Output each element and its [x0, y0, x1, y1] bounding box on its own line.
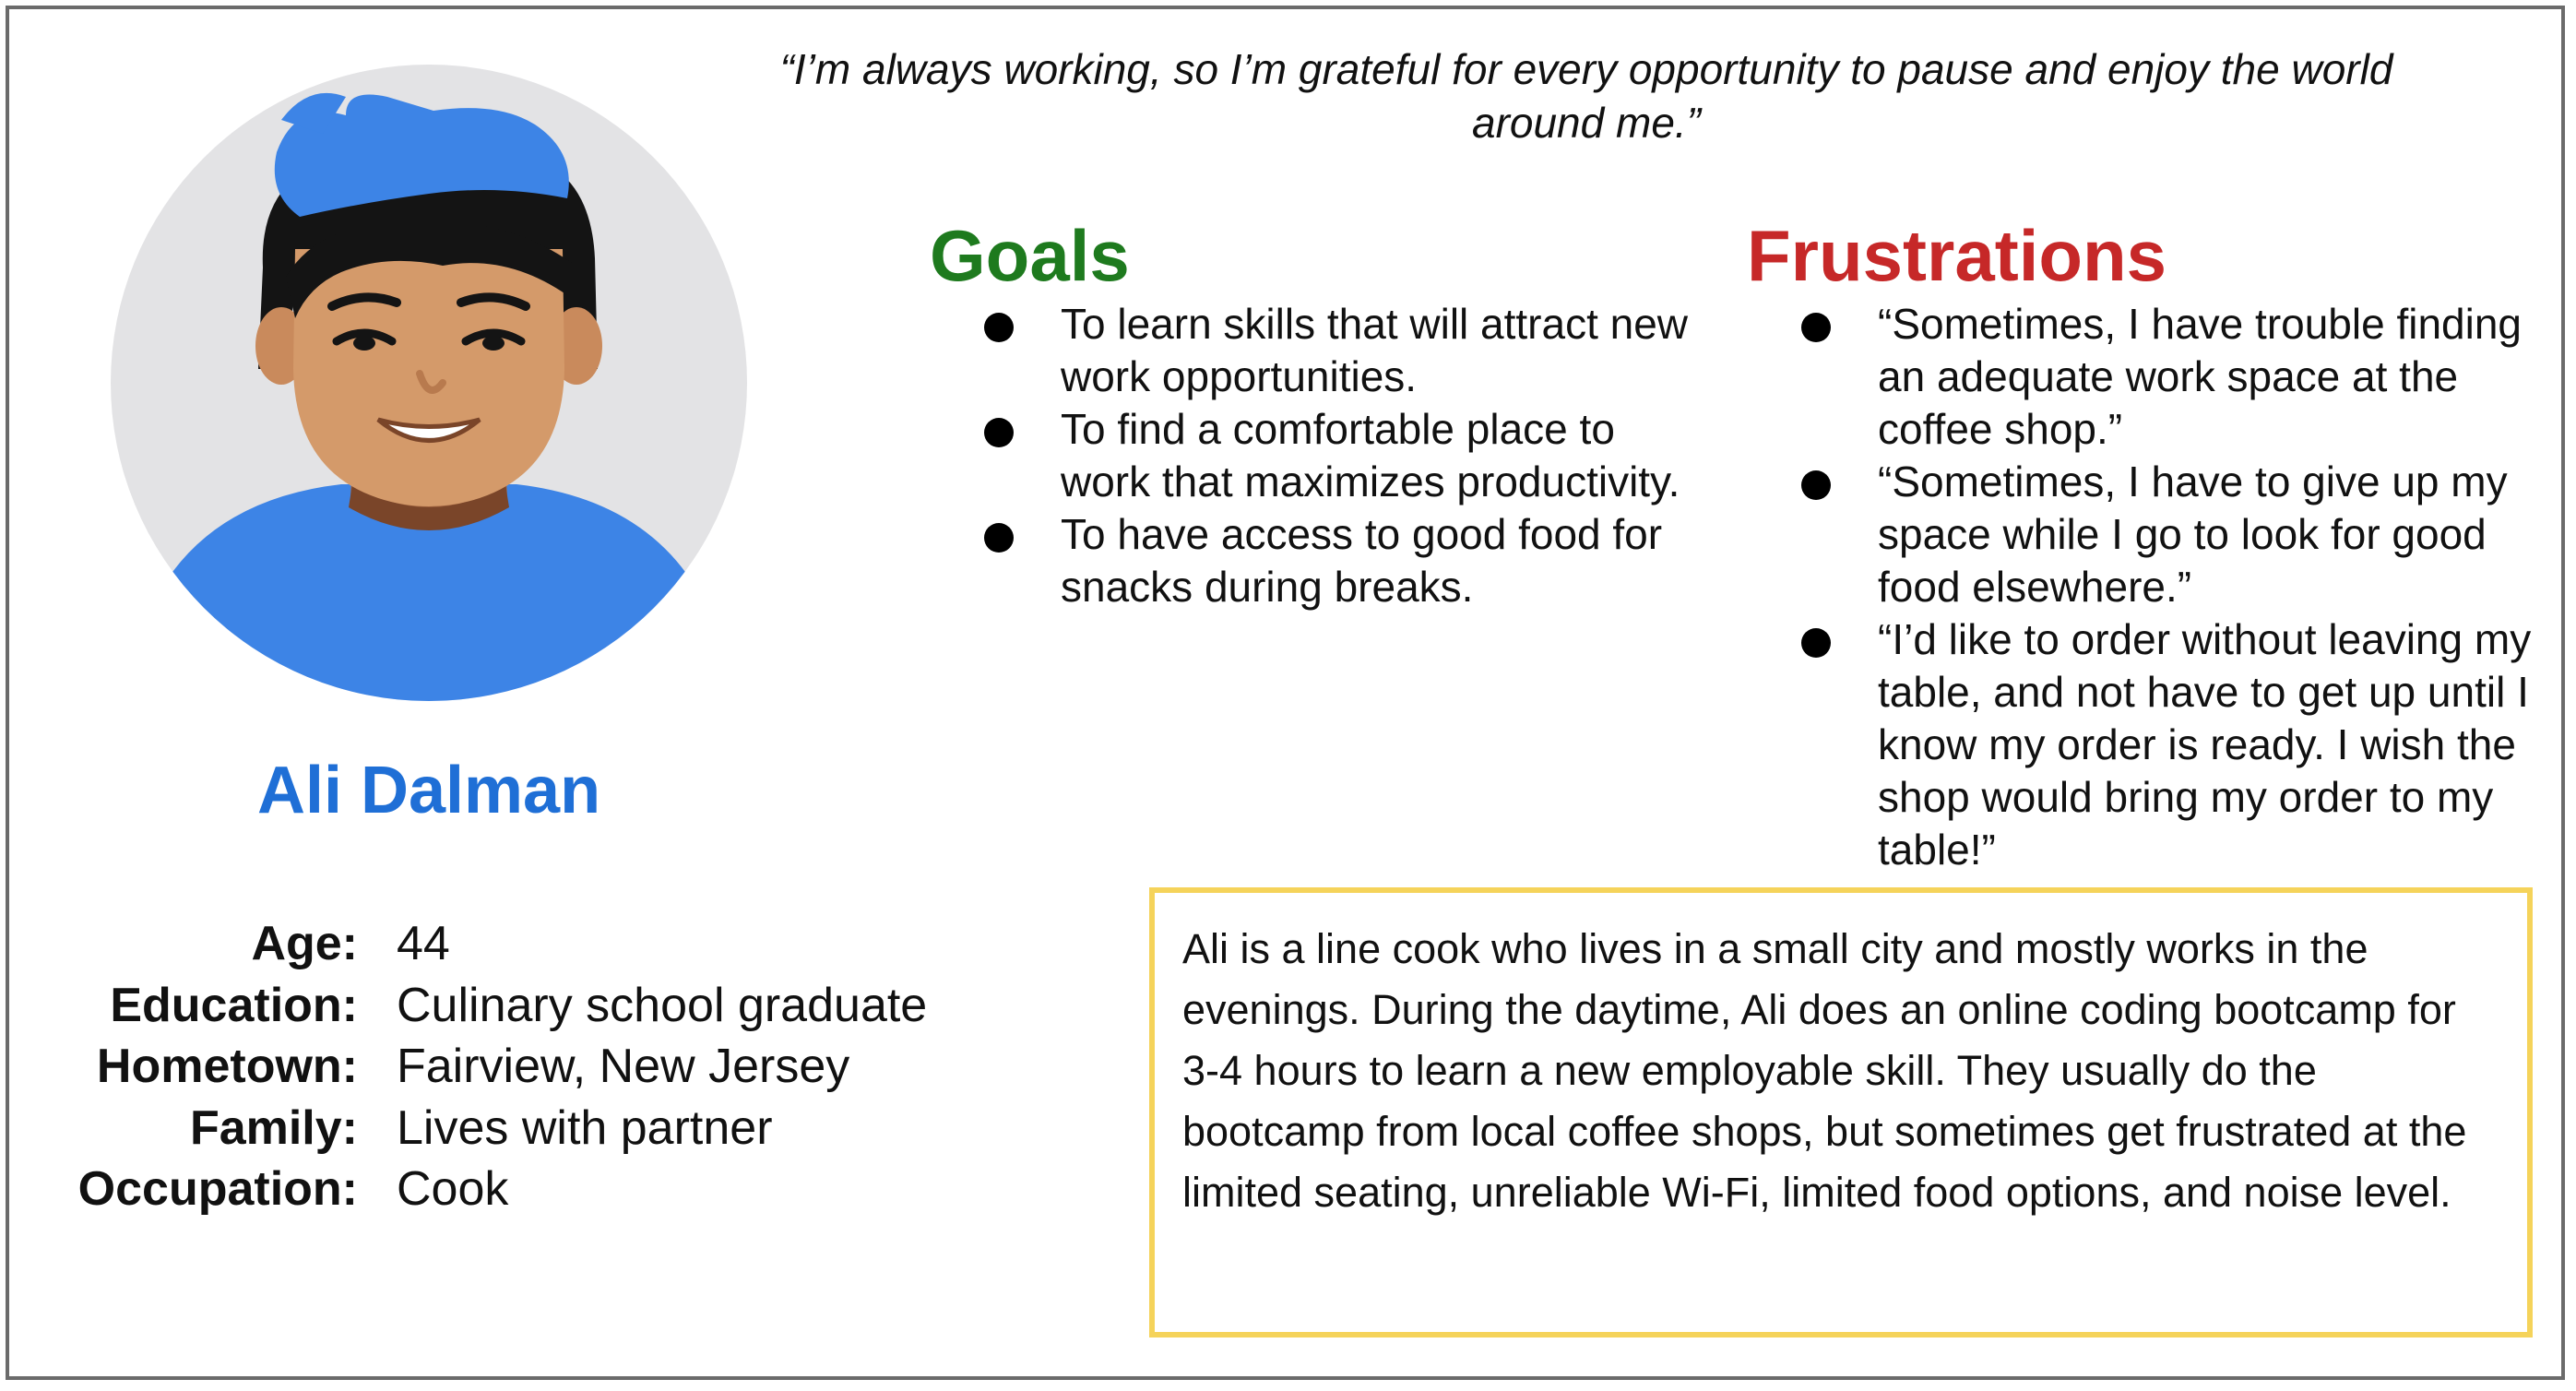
detail-value: 44 [397, 917, 450, 971]
avatar [111, 65, 747, 701]
detail-row-occupation: Occupation: Cook [46, 1159, 1107, 1220]
detail-label: Education: [110, 978, 358, 1032]
detail-row-family: Family: Lives with partner [46, 1098, 1107, 1159]
detail-value: Culinary school graduate [397, 978, 928, 1032]
frustration-item: “Sometimes, I have to give up my space w… [1792, 456, 2548, 613]
detail-label: Occupation: [77, 1162, 358, 1217]
bio-box: Ali is a line cook who lives in a small … [1149, 887, 2533, 1338]
detail-row-education: Education: Culinary school graduate [46, 975, 1107, 1037]
detail-row-age: Age: 44 [46, 913, 1107, 975]
frustration-item: “I’d like to order without leaving my ta… [1792, 613, 2548, 876]
detail-label: Hometown: [96, 1040, 358, 1094]
detail-value: Fairview, New Jersey [397, 1040, 850, 1094]
goal-item: To find a comfortable place to work that… [975, 403, 1694, 508]
detail-value: Cook [397, 1162, 509, 1217]
frustrations-list: “Sometimes, I have trouble finding an ad… [1792, 298, 2548, 876]
detail-label: Age: [251, 917, 358, 971]
persona-card: “I’m always working, so I’m grateful for… [6, 6, 2565, 1380]
persona-name: Ali Dalman [256, 754, 601, 827]
persona-details: Age: 44 Education: Culinary school gradu… [46, 913, 1107, 1220]
detail-value: Lives with partner [397, 1100, 773, 1155]
detail-row-hometown: Hometown: Fairview, New Jersey [46, 1036, 1107, 1098]
person-avatar-illustration [111, 65, 747, 701]
frustrations-heading: Frustrations [1747, 215, 2167, 296]
goal-item: To learn skills that will attract new wo… [975, 298, 1694, 403]
detail-label: Family: [189, 1100, 358, 1155]
goal-item: To have access to good food for snacks d… [975, 508, 1694, 613]
goals-list: To learn skills that will attract new wo… [975, 298, 1694, 613]
persona-quote: “I’m always working, so I’m grateful for… [779, 45, 2393, 147]
frustration-item: “Sometimes, I have trouble finding an ad… [1792, 298, 2548, 456]
goals-heading: Goals [930, 215, 1130, 296]
